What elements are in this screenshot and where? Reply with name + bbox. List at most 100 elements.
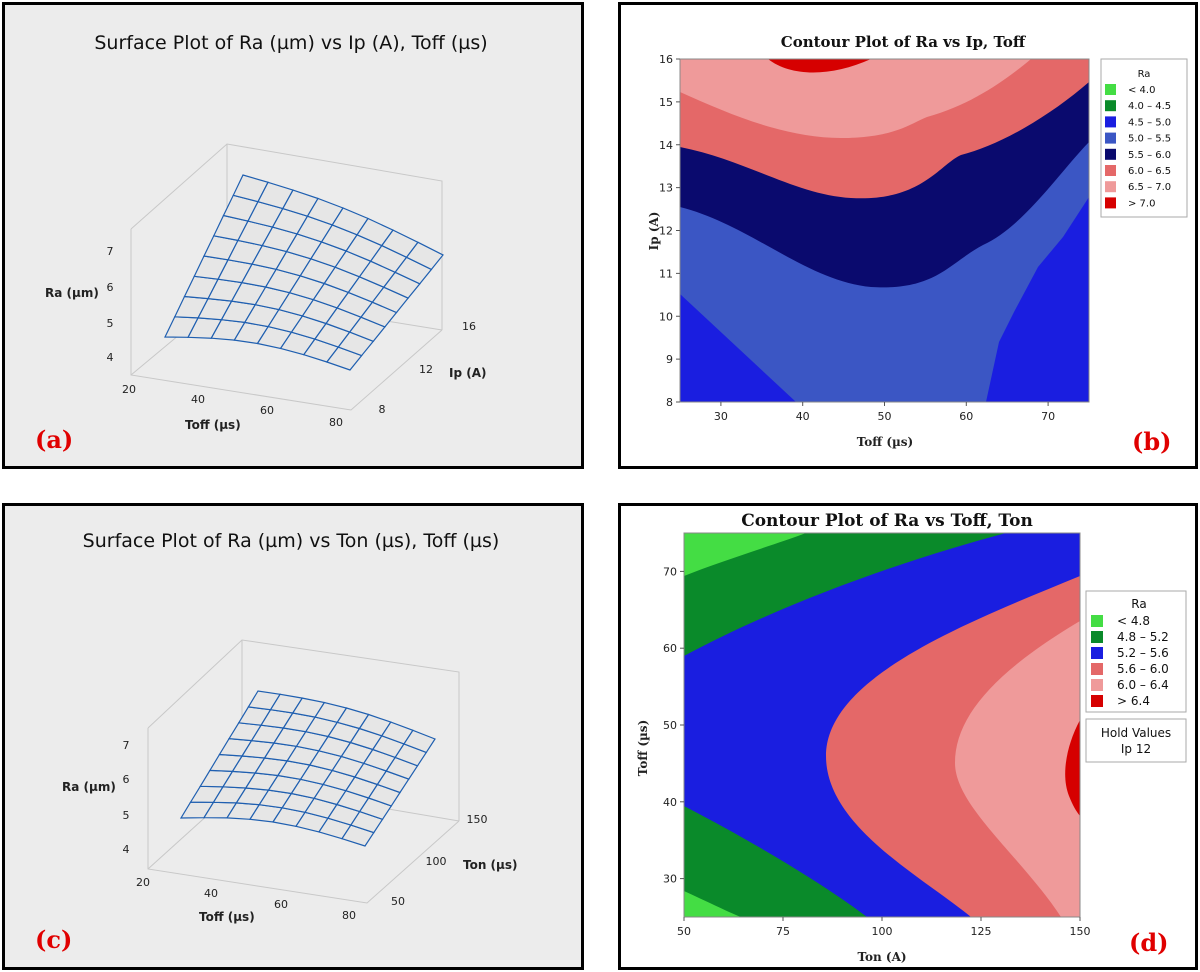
surface-mesh	[179, 690, 436, 847]
panel-d-contour-plot: Contour Plot of Ra vs Toff, Ton 50 75 100 1…	[618, 503, 1198, 970]
legend: Ra < 4.0 4.0 – 4.5 4.5 – 5.0 5.0 – 5.5 5.5 –…	[1100, 58, 1188, 218]
surface-cell	[405, 241, 444, 271]
region-gt-6.4	[1065, 720, 1080, 816]
z-tick: 5	[123, 809, 130, 822]
y-axis: 8 12 16 Ip (A)	[379, 320, 487, 416]
region-4.8-5.2-bottom	[684, 806, 867, 917]
x-tick: 80	[342, 909, 356, 922]
contour-plot-b: Contour Plot of Ra vs Ip, Toff 30 40 50 60 7…	[647, 33, 1188, 456]
x-tick-label: 60	[959, 410, 973, 423]
panel-c-surface-plot: Surface Plot of Ra (µm) vs Ton (µs), Tof…	[2, 503, 584, 970]
surface-cell	[403, 729, 436, 754]
x-tick: 60	[260, 404, 274, 417]
legend-label: 4.0 – 4.5	[1128, 101, 1171, 112]
y-tick-label: 50	[663, 719, 677, 732]
region-lt-4.8-top	[684, 533, 806, 576]
contour-regions	[684, 533, 1080, 917]
legend-label: 6.0 – 6.5	[1128, 166, 1171, 177]
legend: Ra < 4.8 4.8 – 5.2 5.2 – 5.6 5.6 – 6.0 6.0 –…	[1085, 590, 1187, 713]
y-tick-label: 60	[663, 642, 677, 655]
x-tick-label: 70	[1041, 410, 1055, 423]
legend-swatch	[1091, 615, 1103, 627]
surface-plot-c: Surface Plot of Ra (µm) vs Ton (µs), Tof…	[35, 530, 518, 954]
axes: 50 75 100 125 150 30 40 50 60 70	[663, 565, 1091, 938]
surface-plot-a: Surface Plot of Ra (µm) vs Ip (A), Toff …	[35, 32, 488, 454]
y-tick-label: 14	[659, 139, 673, 152]
y-tick: 8	[379, 403, 386, 416]
legend-label: 4.5 – 5.0	[1128, 117, 1171, 128]
legend-label: 5.6 – 6.0	[1117, 662, 1169, 676]
x-tick: 20	[136, 876, 150, 889]
y-tick-label: 15	[659, 96, 673, 109]
region-6.5-7.0	[680, 59, 1031, 138]
z-axis-label: Ra (µm)	[45, 286, 99, 300]
legend-swatch	[1091, 679, 1103, 691]
x-axis-label: Ton (A)	[857, 950, 906, 964]
y-tick-label: 10	[659, 310, 673, 323]
x-tick: 20	[122, 383, 136, 396]
x-tick-label: 30	[714, 410, 728, 423]
region-gt-7.0	[768, 59, 871, 73]
z-tick: 6	[107, 281, 114, 294]
y-axis-label: Ip (A)	[647, 212, 661, 251]
legend-swatch	[1105, 181, 1116, 193]
z-tick: 5	[107, 317, 114, 330]
y-tick: 50	[391, 895, 405, 908]
legend-swatch	[1105, 148, 1116, 160]
x-axis: 20 40 60 80 Toff (µs)	[136, 876, 356, 924]
y-tick: 150	[467, 813, 488, 826]
y-axis-label: Ton (µs)	[463, 858, 518, 872]
x-axis-label: Toff (µs)	[199, 910, 255, 924]
y-tick-label: 70	[663, 565, 677, 578]
region-4.8-5.2-top	[684, 533, 1006, 656]
y-tick: 16	[462, 320, 476, 333]
z-tick: 4	[107, 351, 114, 364]
chart-title: Contour Plot of Ra vs Ip, Toff	[781, 33, 1027, 51]
hold-values-frame	[1085, 718, 1187, 763]
y-tick-label: 8	[666, 396, 673, 409]
legend-swatch	[1105, 132, 1116, 144]
y-tick-label: 30	[663, 873, 677, 886]
legend-label: 5.0 – 5.5	[1128, 134, 1171, 145]
hold-values-box: Hold Values Ip 12	[1085, 718, 1187, 763]
panel-label: (d)	[1129, 928, 1169, 957]
legend-title: Ra	[1138, 69, 1151, 80]
legend-swatch	[1105, 100, 1116, 112]
contour-plot-d: Contour Plot of Ra vs Toff, Ton 50 75 100 1…	[636, 511, 1187, 964]
x-tick-label: 50	[677, 925, 691, 938]
y-tick-label: 11	[659, 267, 673, 280]
z-axis: 4 5 6 7 Ra (µm)	[45, 245, 114, 364]
legend-swatch	[1105, 165, 1116, 176]
x-tick-label: 125	[971, 925, 992, 938]
x-axis-label: Toff (µs)	[857, 435, 913, 449]
hold-values-label: Ip 12	[1121, 742, 1151, 756]
x-tick: 40	[191, 393, 205, 406]
y-axis-label: Toff (µs)	[636, 720, 650, 776]
y-tick-label: 13	[659, 182, 673, 195]
z-tick: 6	[123, 773, 130, 786]
z-axis-label: Ra (µm)	[62, 780, 116, 794]
y-axis: 50 100 150 Ton (µs)	[391, 813, 518, 908]
legend-label: 4.8 – 5.2	[1117, 630, 1169, 644]
legend-swatch	[1105, 84, 1116, 95]
z-tick: 4	[123, 843, 130, 856]
panel-a-surface-plot: Surface Plot of Ra (µm) vs Ip (A), Toff …	[2, 2, 584, 469]
z-axis: 4 5 6 7 Ra (µm)	[62, 739, 130, 856]
x-tick-label: 40	[796, 410, 810, 423]
y-tick-label: 9	[666, 353, 673, 366]
x-tick-label: 75	[776, 925, 790, 938]
legend-swatch	[1105, 116, 1116, 128]
z-tick: 7	[107, 245, 114, 258]
legend-label: < 4.8	[1117, 614, 1150, 628]
region-lt-4.8-bottom	[684, 891, 741, 917]
contour-regions	[680, 59, 1089, 402]
axes: 30 40 50 60 70 8 9 10 11 12 13 14 15 16	[659, 53, 1055, 423]
panel-b-contour-plot: Contour Plot of Ra vs Ip, Toff 30 40 50 60 7…	[618, 2, 1198, 469]
x-axis-label: Toff (µs)	[185, 418, 241, 432]
legend-swatch	[1091, 695, 1103, 707]
x-axis: 20 40 60 80 Toff (µs)	[122, 383, 343, 432]
panel-label: (c)	[35, 925, 72, 954]
legend-label: 6.5 – 7.0	[1128, 182, 1171, 193]
chart-title: Contour Plot of Ra vs Toff, Ton	[741, 511, 1033, 531]
panel-label: (b)	[1132, 427, 1172, 456]
